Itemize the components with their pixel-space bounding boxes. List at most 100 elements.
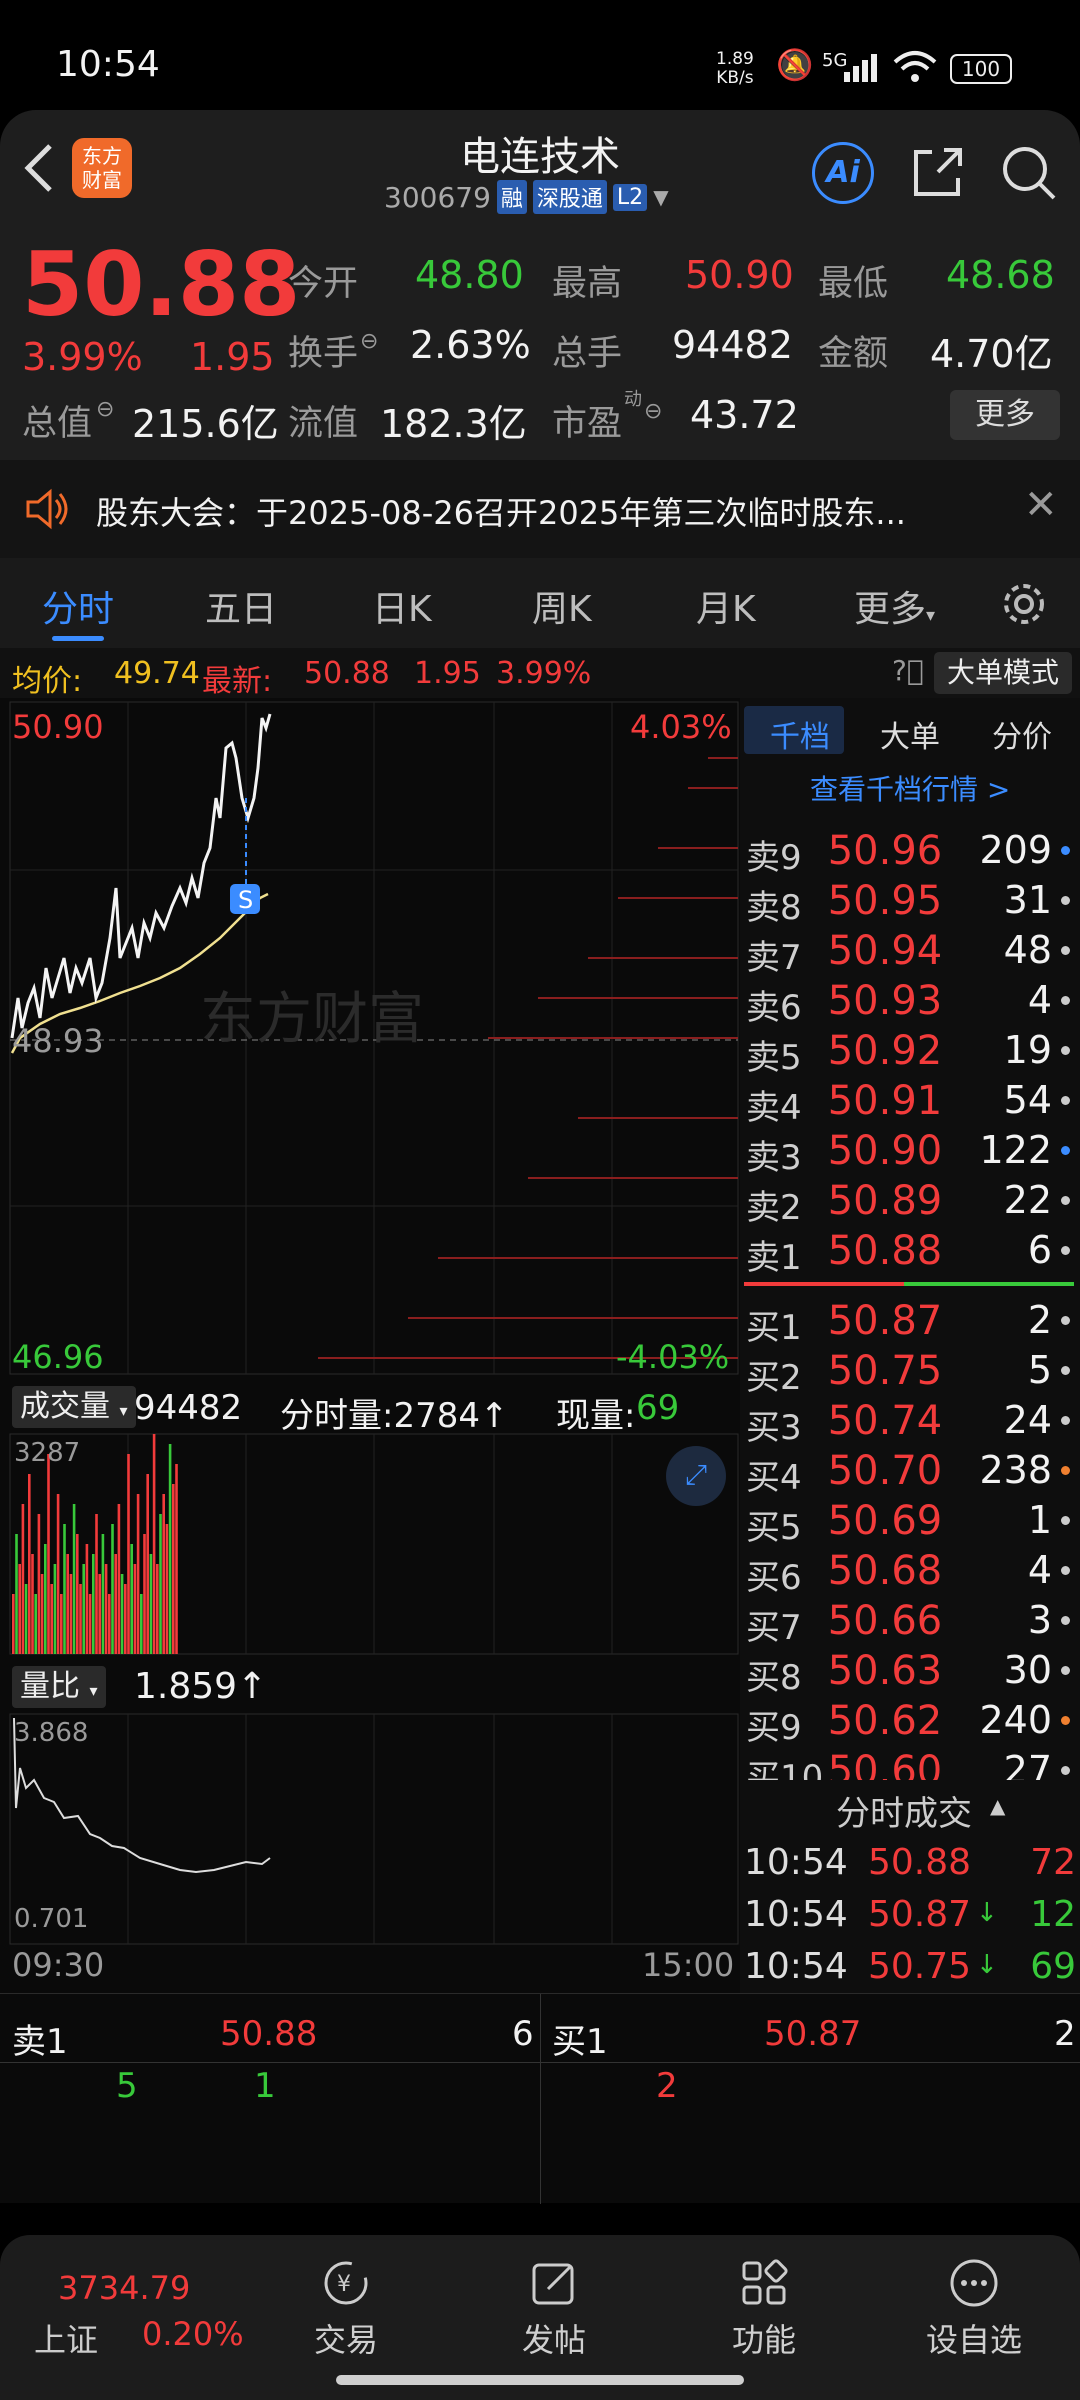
ask-qty: 48 — [1003, 928, 1052, 972]
ask-level: 卖8 — [746, 888, 802, 928]
tab-thousand-level[interactable]: 千档 — [770, 720, 830, 755]
bid-qty: 30 — [1003, 1648, 1052, 1692]
bid-row[interactable]: 买3 50.74 24 — [740, 1396, 1080, 1448]
quote-panel: 50.88 3.99% 1.95 今开 48.80 最高 50.90 最低 48… — [0, 225, 1080, 460]
latest-change: 1.95 — [414, 656, 481, 691]
bid-dot — [1061, 1566, 1070, 1575]
bid-row[interactable]: 买1 50.87 2 — [740, 1296, 1080, 1348]
trade-time: 10:54 — [744, 1894, 848, 1935]
index-ticker[interactable]: 3734.79 上证 0.20% — [0, 2235, 244, 2400]
volume-bar — [140, 1594, 143, 1654]
tab-price-volume[interactable]: 分价 — [992, 720, 1052, 755]
volume-indicator-select[interactable]: 成交量 ▾ — [12, 1386, 136, 1428]
tab-daily-k[interactable]: 日K — [372, 589, 432, 630]
order-book: 千档 大单 分价 查看千档行情 > 卖9 50.96 209 卖8 50.95 31 卖7 5… — [740, 698, 1080, 1993]
signal-icon — [844, 54, 877, 82]
volume-bar — [101, 1534, 105, 1654]
ask-row[interactable]: 卖2 50.89 22 — [740, 1176, 1080, 1228]
volume-bar — [168, 1444, 172, 1654]
float-value: 182.3亿 — [380, 402, 527, 446]
settings-icon[interactable] — [1000, 580, 1048, 628]
nav-set-watchlist-label: 设自选 — [925, 2321, 1022, 2359]
avg-value: 49.74 — [114, 656, 200, 691]
close-icon[interactable]: ✕ — [1024, 482, 1058, 528]
ask-row[interactable]: 卖4 50.91 54 — [740, 1076, 1080, 1128]
search-icon[interactable] — [1000, 144, 1058, 202]
nav-trade[interactable]: ¥ 交易 — [238, 2235, 454, 2400]
ratio-indicator-select[interactable]: 量比 ▾ — [12, 1666, 106, 1708]
depth-bars — [318, 757, 738, 1359]
share-icon[interactable] — [910, 144, 966, 200]
bid-price: 50.70 — [827, 1448, 943, 1494]
clock: 10:54 — [56, 44, 160, 85]
ask-row[interactable]: 卖6 50.93 4 — [740, 976, 1080, 1028]
volume-total: 94482 — [134, 1388, 243, 1428]
bid-row[interactable]: 买8 50.63 30 — [740, 1646, 1080, 1698]
buy1-price: 50.87 — [764, 2014, 862, 2054]
expand-icon[interactable]: ⤢ — [666, 1446, 726, 1506]
turnover-value: 2.63% — [410, 323, 531, 367]
nav-functions[interactable]: 功能 — [656, 2235, 872, 2400]
nav-set-watchlist[interactable]: 设自选 — [866, 2235, 1080, 2400]
bid-row[interactable]: 买7 50.66 3 — [740, 1596, 1080, 1648]
view-thousand-link[interactable]: 查看千档行情 > — [810, 773, 1011, 806]
trade-price: 50.75 — [868, 1946, 972, 1987]
tab-more[interactable]: 更多▾ — [854, 589, 936, 630]
volume-bar — [69, 1574, 73, 1654]
intraday-chart[interactable]: 东方财富 S 50.90 48.93 46.96 4.03% -4.03% 成交… — [0, 698, 740, 1993]
change-amount: 1.95 — [190, 335, 275, 379]
bid-row[interactable]: 买4 50.70 238 — [740, 1446, 1080, 1498]
info-icon[interactable]: ⊖ — [360, 329, 379, 354]
notice-bar[interactable]: 股东大会：于2025-08-26召开2025年第三次临时股东... ✕ — [0, 460, 1080, 558]
bid-row[interactable]: 买10 50.60 27 — [740, 1746, 1080, 1780]
tab-weekly-k[interactable]: 周K — [532, 589, 592, 630]
index-pct: 0.20% — [142, 2315, 244, 2353]
ask-price: 50.91 — [827, 1078, 943, 1124]
chevron-down-icon[interactable]: ▼ — [653, 185, 669, 209]
back-icon[interactable] — [22, 142, 56, 194]
volume-bar — [133, 1564, 137, 1654]
help-icon[interactable]: ?⃝ — [892, 654, 924, 687]
bid-level: 买4 — [746, 1458, 802, 1498]
latest-label: 最新: — [202, 664, 273, 699]
info-icon[interactable]: ⊖ — [644, 399, 663, 424]
ask-row[interactable]: 卖7 50.94 48 — [740, 926, 1080, 978]
ask-row[interactable]: 卖5 50.92 19 — [740, 1026, 1080, 1078]
bid-level: 买8 — [746, 1658, 802, 1698]
ask-row[interactable]: 卖8 50.95 31 — [740, 876, 1080, 928]
ai-button[interactable]: Ai — [812, 142, 874, 204]
bid-price: 50.60 — [827, 1748, 943, 1780]
tab-intraday[interactable]: 分时 — [42, 589, 115, 630]
ask-level: 卖9 — [746, 838, 802, 878]
volume-bar — [95, 1514, 98, 1654]
nav-post[interactable]: 发帖 — [446, 2235, 662, 2400]
tab-monthly-k[interactable]: 月K — [696, 589, 756, 630]
big-order-mode-button[interactable]: 大单模式 — [934, 652, 1072, 694]
ask-qty: 54 — [1003, 1078, 1052, 1122]
bid-list: 买1 50.87 2 买2 50.75 5 买3 50.74 24 买4 50.70 238 买5 50.… — [740, 698, 1080, 1780]
bid-row[interactable]: 买6 50.68 4 — [740, 1546, 1080, 1598]
chevron-up-icon[interactable]: ▲ — [990, 1794, 1006, 1818]
trades-title[interactable]: 分时成交 — [836, 1794, 972, 1834]
tab-big-order[interactable]: 大单 — [880, 720, 940, 755]
signal-label: 5G — [822, 50, 848, 71]
more-button[interactable]: 更多 — [950, 390, 1060, 440]
tab-five-day[interactable]: 五日 — [205, 589, 278, 630]
bid-row[interactable]: 买5 50.69 1 — [740, 1496, 1080, 1548]
ask-row[interactable]: 卖9 50.96 209 — [740, 826, 1080, 878]
bid-row[interactable]: 买9 50.62 240 — [740, 1696, 1080, 1748]
y-mid-label: 48.93 — [12, 1022, 104, 1060]
info-icon[interactable]: ⊖ — [96, 397, 115, 422]
chart-tabs: 分时 五日 日K 周K 月K 更多▾ — [0, 558, 1080, 648]
ask-row[interactable]: 卖3 50.90 122 — [740, 1126, 1080, 1178]
volume-bar — [76, 1534, 79, 1654]
trade-qty: 72 — [1030, 1842, 1076, 1883]
ask-price: 50.90 — [827, 1128, 943, 1174]
bid-row[interactable]: 买2 50.75 5 — [740, 1346, 1080, 1398]
buy1-label: 买1 — [552, 2022, 608, 2062]
volume-bar — [111, 1524, 114, 1654]
amount-value: 4.70亿 — [930, 332, 1053, 376]
volume-bar — [117, 1504, 121, 1654]
avg-label: 均价: — [12, 664, 83, 699]
ask-row[interactable]: 卖1 50.88 6 — [740, 1226, 1080, 1278]
